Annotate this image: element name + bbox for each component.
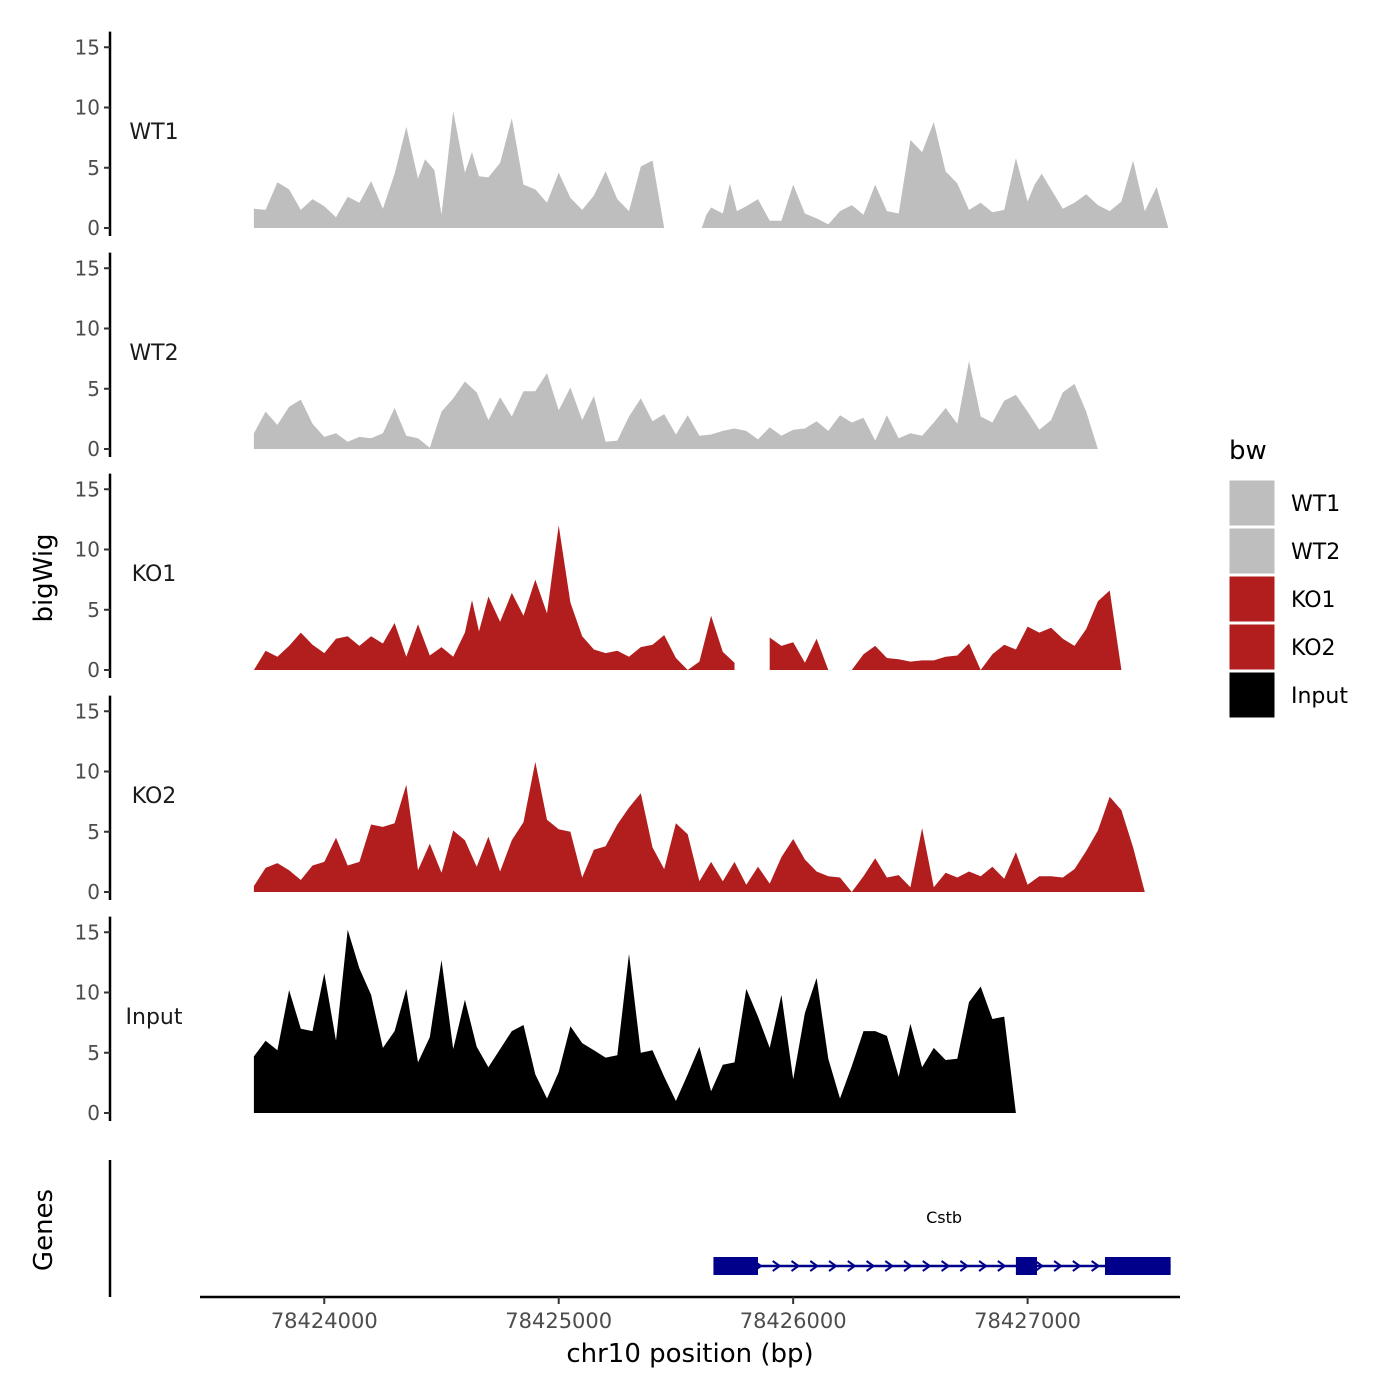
legend: bw WT1 WT2 KO1 KO2 Input [1228, 436, 1348, 719]
strand-arrow [997, 1260, 1007, 1272]
signal-area-wt1 [253, 111, 665, 228]
y-tick-label: 5 [87, 820, 100, 844]
strand-arrow [978, 1260, 988, 1272]
track-wt2: 0 5 10 15 WT2 [75, 252, 1169, 461]
gene-exon [1104, 1257, 1171, 1275]
y-tick-label: 0 [87, 1101, 100, 1125]
y-tick-label: 5 [87, 377, 100, 401]
y-tick-label: 15 [75, 920, 100, 944]
strand-arrow [847, 1260, 857, 1272]
y-tick-label: 10 [75, 981, 100, 1005]
y-tick-label: 15 [75, 35, 100, 59]
x-tick-label: 78427000 [974, 1309, 1081, 1333]
track-label: KO1 [132, 562, 177, 587]
legend-label: KO1 [1291, 588, 1336, 613]
strand-arrow [884, 1260, 895, 1272]
y-tick-label: 10 [75, 96, 100, 120]
signal-tracks: 0 5 10 15 WT1 0 5 10 15 WT2 0 5 10 15 KO1 0 5 10 15 KO2 0 5 10… [75, 31, 1169, 1125]
x-axis-title: chr10 position (bp) [566, 1339, 813, 1369]
track-ko2: 0 5 10 15 KO2 [75, 695, 1169, 904]
legend-key [1228, 575, 1276, 623]
x-tick-label: 78426000 [740, 1309, 847, 1333]
y-tick-label: 0 [87, 658, 100, 682]
x-tick-label: 78425000 [505, 1309, 612, 1333]
y-tick-label: 0 [87, 216, 100, 240]
signal-area-ko1 [769, 590, 1169, 670]
y-tick-label: 5 [87, 1041, 100, 1065]
strand-arrow [809, 1260, 819, 1272]
legend-key [1228, 527, 1276, 575]
signal-area-wt1 [701, 122, 1169, 228]
y-tick-label: 0 [87, 880, 100, 904]
legend-key [1228, 671, 1276, 719]
track-ko1: 0 5 10 15 KO1 [75, 473, 1169, 682]
legend-label: WT2 [1291, 540, 1340, 565]
signal-area-input [253, 929, 1169, 1113]
signal-area-ko2 [253, 761, 1169, 892]
strand-arrow [903, 1260, 913, 1272]
strand-arrow [790, 1260, 801, 1272]
track-input: 0 5 10 15 Input [75, 916, 1169, 1125]
track-label: WT2 [129, 341, 178, 366]
strand-arrow [922, 1260, 932, 1272]
strand-arrow [865, 1260, 876, 1272]
y-tick-label: 0 [87, 437, 100, 461]
legend-key [1228, 479, 1276, 527]
x-axis: 78424000 78425000 78426000 78427000 [200, 1295, 1180, 1333]
gene-exon [1015, 1257, 1037, 1275]
y-tick-label: 15 [75, 477, 100, 501]
legend-label: Input [1291, 684, 1348, 709]
strand-arrow [940, 1260, 951, 1272]
y-tick-label: 10 [75, 538, 100, 562]
x-tick-label: 78424000 [271, 1309, 378, 1333]
genes-track: Cstb [108, 1160, 1171, 1297]
signal-area-ko1 [253, 525, 735, 670]
y-axis-title: bigWig [29, 533, 59, 622]
strand-arrow [1053, 1260, 1063, 1272]
strand-arrow [828, 1260, 838, 1272]
y-tick-label: 5 [87, 156, 100, 180]
legend-label: WT1 [1291, 492, 1340, 517]
y-tick-label: 15 [75, 699, 100, 723]
y-tick-label: 10 [75, 760, 100, 784]
genes-track-title: Genes [29, 1189, 59, 1271]
strand-arrow [959, 1260, 970, 1272]
signal-area-wt2 [253, 361, 1169, 449]
strand-arrow [772, 1260, 782, 1272]
legend-label: KO2 [1291, 636, 1336, 661]
track-label: KO2 [132, 784, 177, 809]
strand-arrow [1091, 1260, 1101, 1272]
y-tick-label: 15 [75, 256, 100, 280]
track-label: WT1 [129, 120, 178, 145]
legend-title: bw [1229, 436, 1267, 466]
y-tick-label: 10 [75, 317, 100, 341]
gene-exon [713, 1257, 758, 1275]
track-wt1: 0 5 10 15 WT1 [75, 31, 1169, 240]
track-label: Input [126, 1005, 183, 1030]
strand-arrow [1072, 1260, 1082, 1272]
y-tick-label: 5 [87, 598, 100, 622]
strand-arrow [1034, 1260, 1045, 1272]
gene-name-label: Cstb [926, 1208, 962, 1227]
legend-key [1228, 623, 1276, 671]
